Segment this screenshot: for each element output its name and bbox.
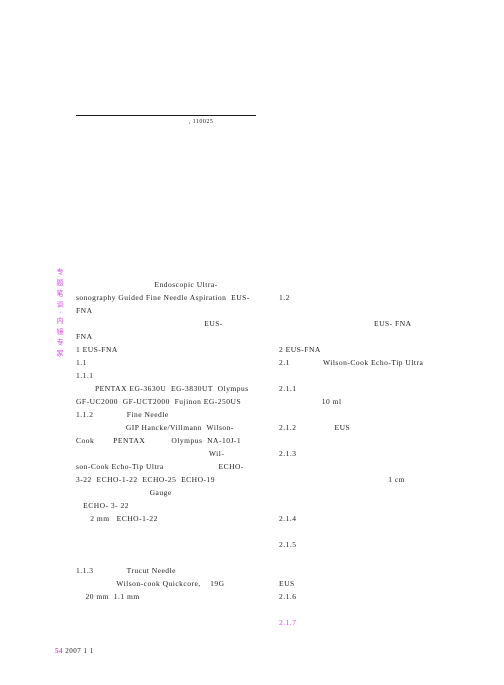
text-line — [279, 304, 476, 317]
text-line — [76, 551, 273, 564]
text-line: 2.1.4 — [279, 512, 476, 525]
text-line: 2.1.6 — [279, 590, 476, 603]
header-subtext: , 110025 — [76, 119, 296, 125]
text-line — [76, 538, 273, 551]
text-line — [279, 564, 476, 577]
text-line: 20 mm 1.1 mm — [76, 590, 273, 603]
text-line — [279, 525, 476, 538]
text-line: GF-UC2000 GF-UCT2000 Fujinon EG-250US — [76, 395, 273, 408]
text-line: Wil- — [76, 447, 273, 460]
t: EUS- FNA — [374, 319, 412, 328]
text-line: sonography Guided Fine Needle Aspiration… — [76, 291, 273, 304]
text-line: Gauge — [76, 486, 273, 499]
text-line — [279, 551, 476, 564]
right-column: 1.2 EUS- FNA 2 EUS-FNA 2.1 Wilson-Cook E… — [279, 278, 476, 629]
t: 10 ml — [322, 397, 342, 406]
t: GIP Hancke/Villmann Wilson- — [126, 423, 234, 432]
page-footer: 54 2007 1 1 — [55, 647, 94, 655]
text-line: 2.1.1 — [279, 382, 476, 395]
text-line — [279, 603, 476, 616]
text-line: FNA — [76, 304, 273, 317]
left-column: Endoscopic Ultra- sonography Guided Fine… — [76, 278, 273, 629]
text-line: 2.1.7 — [279, 616, 476, 629]
t: Endoscopic Ultra- — [154, 280, 217, 289]
text-line — [279, 330, 476, 343]
t: Wil- — [209, 449, 224, 458]
text-line: son-Cook Echo-Tip Ultra ECHO- — [76, 460, 273, 473]
text-line — [76, 525, 273, 538]
text-line: Wilson-cook Quickcore, 19G — [76, 577, 273, 590]
text-line: 10 ml — [279, 395, 476, 408]
text-line — [279, 499, 476, 512]
header-area: , 110025 — [76, 115, 296, 125]
t: Wilson-cook Quickcore, 19G — [116, 579, 224, 588]
text-line: 2.1.3 — [279, 447, 476, 460]
t: 1 1 — [84, 647, 94, 655]
text-line: GIP Hancke/Villmann Wilson- — [76, 421, 273, 434]
text-line — [279, 460, 476, 473]
text-line: 1 cm — [279, 473, 476, 486]
text-line — [279, 486, 476, 499]
text-line: 1.1.1 — [76, 369, 273, 382]
text-line: 1.1.3 Trucut Needle — [76, 564, 273, 577]
text-line: 1.2 — [279, 291, 476, 304]
text-line: 2.1.2 EUS — [279, 421, 476, 434]
text-line: 2.1 Wilson-Cook Echo-Tip Ultra — [279, 356, 476, 369]
text-line: Cook PENTAX Olympus NA-10J-1 — [76, 434, 273, 447]
text-line — [279, 369, 476, 382]
text-line: EUS — [279, 577, 476, 590]
text-line: 2 EUS-FNA — [279, 343, 476, 356]
text-line: FNA — [76, 330, 273, 343]
t: ECHO- 3- 22 — [83, 501, 129, 510]
text-line: 1 EUS-FNA — [76, 343, 273, 356]
text-line — [279, 434, 476, 447]
t: EUS- — [204, 319, 223, 328]
text-line: EUS- FNA — [279, 317, 476, 330]
text-line — [279, 278, 476, 291]
text-line: EUS- — [76, 317, 273, 330]
main-content: Endoscopic Ultra- sonography Guided Fine… — [76, 278, 476, 629]
text-line: PENTAX EG-3630U EG-3830UT Olympus — [76, 382, 273, 395]
page-number: 54 — [55, 647, 63, 655]
text-line: 2.1.5 — [279, 538, 476, 551]
header-divider — [76, 115, 256, 116]
t: 1 cm — [388, 475, 405, 484]
text-line: 3-22 ECHO-1-22 ECHO-25 ECHO-19 — [76, 473, 273, 486]
footer-year: 2007 — [65, 647, 81, 655]
footer-rest: 1 1 — [84, 647, 94, 655]
t: Gauge — [150, 488, 172, 497]
text-line: 1.1 — [76, 356, 273, 369]
text-line: ECHO- 3- 22 — [76, 499, 273, 512]
t: PENTAX EG-3630U EG-3830UT Olympus — [95, 384, 249, 393]
t: 20 mm 1.1 mm — [86, 592, 140, 601]
text-line: 1.1.2 Fine Needle — [76, 408, 273, 421]
text-line: Endoscopic Ultra- — [76, 278, 273, 291]
vertical-label: 专 题 笔 谈 · 内 镜 专 家 — [55, 268, 65, 357]
text-line — [279, 408, 476, 421]
t: 2 mm ECHO-1-22 — [90, 514, 158, 523]
text-line: 2 mm ECHO-1-22 — [76, 512, 273, 525]
